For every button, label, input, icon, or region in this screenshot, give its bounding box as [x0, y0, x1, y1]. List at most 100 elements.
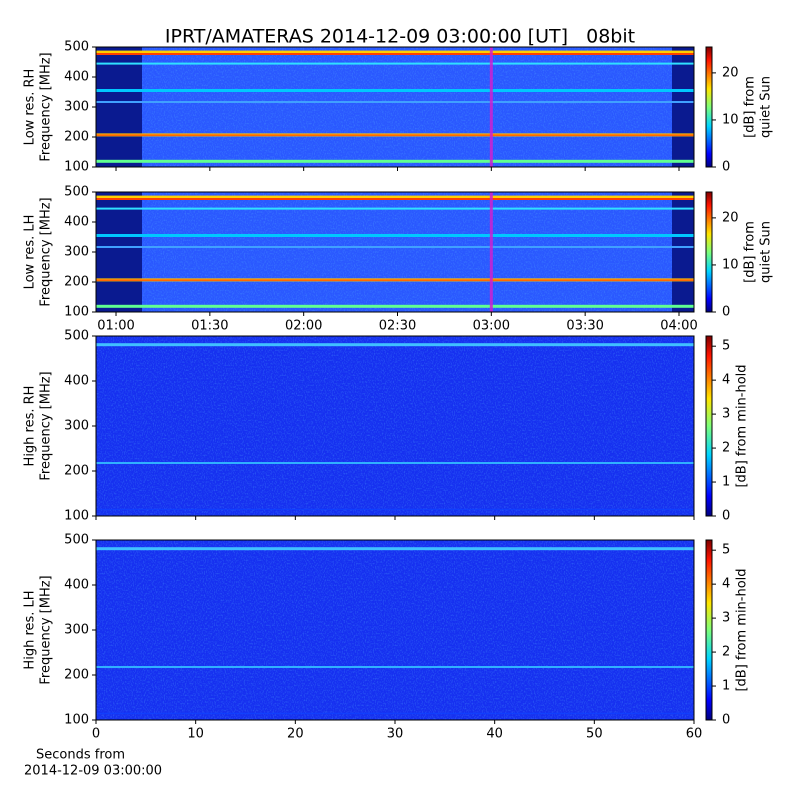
spectrogram-band [96, 547, 694, 551]
x-tick-label: 20 [287, 727, 304, 742]
y-tick-label: 400 [64, 578, 89, 593]
x-tick-label: 02:30 [379, 319, 416, 334]
x-tick-label: 60 [686, 727, 703, 742]
spectrogram-edge [96, 47, 142, 167]
colorbar [705, 46, 713, 168]
colorbar [705, 539, 713, 721]
colorbar-label: quiet Sun [759, 76, 774, 138]
colorbar-label: [dB] from min-hold [735, 364, 750, 487]
colorbar-tick-label: 0 [722, 713, 730, 728]
y-axis-label: Frequency [MHz] [39, 197, 54, 306]
y-tick-label: 500 [64, 533, 89, 548]
chart-title: IPRT/AMATERAS 2014-12-09 03:00:00 [UT] 0… [165, 26, 635, 48]
x-tick-label: 01:30 [191, 319, 228, 334]
spectrogram-edge [672, 47, 694, 167]
spectrogram-band [96, 134, 694, 136]
colorbar-tick-label: 10 [722, 112, 739, 127]
spectrogram-noise [96, 47, 694, 167]
spectrogram-band [96, 198, 694, 200]
y-tick-label: 400 [64, 215, 89, 230]
colorbar-tick-label: 1 [722, 679, 730, 694]
y-axis-label: Frequency [MHz] [39, 52, 54, 161]
x-tick-label: 02:00 [285, 319, 322, 334]
spectrogram-band [96, 279, 694, 281]
colorbar-label: [dB] from min-hold [735, 568, 750, 691]
x-tick-label: 03:30 [566, 319, 603, 334]
spectrogram-band [96, 712, 694, 714]
colorbar-tick-label: 2 [722, 441, 730, 456]
y-tick-label: 400 [64, 374, 89, 389]
y-axis-label: Low res. LH [23, 215, 38, 290]
spectrogram-noise [96, 192, 694, 312]
y-tick-label: 400 [64, 70, 89, 85]
y-tick-label: 500 [64, 40, 89, 55]
spectrogram-band [96, 343, 694, 347]
spectrogram-band [96, 62, 694, 65]
spectrogram-band [96, 53, 694, 55]
spectrogram-band [96, 159, 694, 163]
spectrogram-band [96, 304, 694, 308]
y-tick-label: 500 [64, 185, 89, 200]
colorbar-label: [dB] from [743, 76, 758, 138]
colorbar [705, 191, 713, 313]
spectrogram-band [96, 234, 694, 237]
spectrogram-band [96, 89, 694, 92]
colorbar-tick-label: 20 [722, 65, 739, 80]
colorbar-label: [dB] from [743, 221, 758, 283]
colorbar-tick-label: 0 [722, 160, 730, 175]
spectrogram-edge [96, 192, 142, 312]
colorbar-tick-label: 4 [722, 373, 730, 388]
colorbar-tick-label: 3 [722, 407, 730, 422]
spectrogram-band [96, 508, 694, 510]
y-tick-label: 200 [64, 464, 89, 479]
colorbar-tick-label: 5 [722, 543, 730, 558]
y-tick-label: 100 [64, 305, 89, 320]
y-tick-label: 300 [64, 623, 89, 638]
x-tick-label: 40 [486, 727, 503, 742]
x-tick-label: 04:00 [660, 319, 697, 334]
spectrogram-band [96, 50, 694, 54]
spectrogram-edge [672, 192, 694, 312]
x-axis-label: Seconds from [36, 748, 125, 763]
x-tick-label: 03:00 [473, 319, 510, 334]
colorbar [705, 335, 713, 517]
y-tick-label: 200 [64, 130, 89, 145]
colorbar-label: quiet Sun [759, 221, 774, 283]
spectrogram-band [96, 195, 694, 199]
colorbar-tick-label: 1 [722, 475, 730, 490]
colorbar-tick-label: 0 [722, 305, 730, 320]
y-tick-label: 300 [64, 100, 89, 115]
colorbar-tick-label: 0 [722, 509, 730, 524]
y-axis-label: Frequency [MHz] [39, 371, 54, 480]
spectrogram-band [96, 101, 694, 103]
spectrogram-noise [96, 336, 694, 516]
colorbar-tick-label: 4 [722, 577, 730, 592]
y-tick-label: 300 [64, 419, 89, 434]
y-axis-label: High res. LH [23, 590, 38, 669]
y-tick-label: 200 [64, 275, 89, 290]
spectrogram-band [96, 462, 694, 464]
spectrogram-noise [96, 540, 694, 720]
x-tick-label: 10 [187, 727, 204, 742]
x-tick-label: 01:00 [97, 319, 134, 334]
y-axis-label: Frequency [MHz] [39, 575, 54, 684]
y-axis-label: Low res. RH [23, 69, 38, 146]
spectrogram-band [96, 666, 694, 668]
x-tick-label: 30 [387, 727, 404, 742]
y-tick-label: 200 [64, 668, 89, 683]
spectrogram-band [96, 246, 694, 248]
colorbar-tick-label: 2 [722, 645, 730, 660]
y-tick-label: 100 [64, 160, 89, 175]
y-tick-label: 100 [64, 509, 89, 524]
y-tick-label: 500 [64, 329, 89, 344]
x-tick-label: 50 [586, 727, 603, 742]
colorbar-tick-label: 20 [722, 210, 739, 225]
x-axis-label: 2014-12-09 03:00:00 [24, 764, 162, 779]
y-tick-label: 300 [64, 245, 89, 260]
spectrogram-band [96, 207, 694, 210]
y-tick-label: 100 [64, 713, 89, 728]
x-tick-label: 0 [92, 727, 100, 742]
colorbar-tick-label: 5 [722, 339, 730, 354]
y-axis-label: High res. RH [23, 386, 38, 467]
